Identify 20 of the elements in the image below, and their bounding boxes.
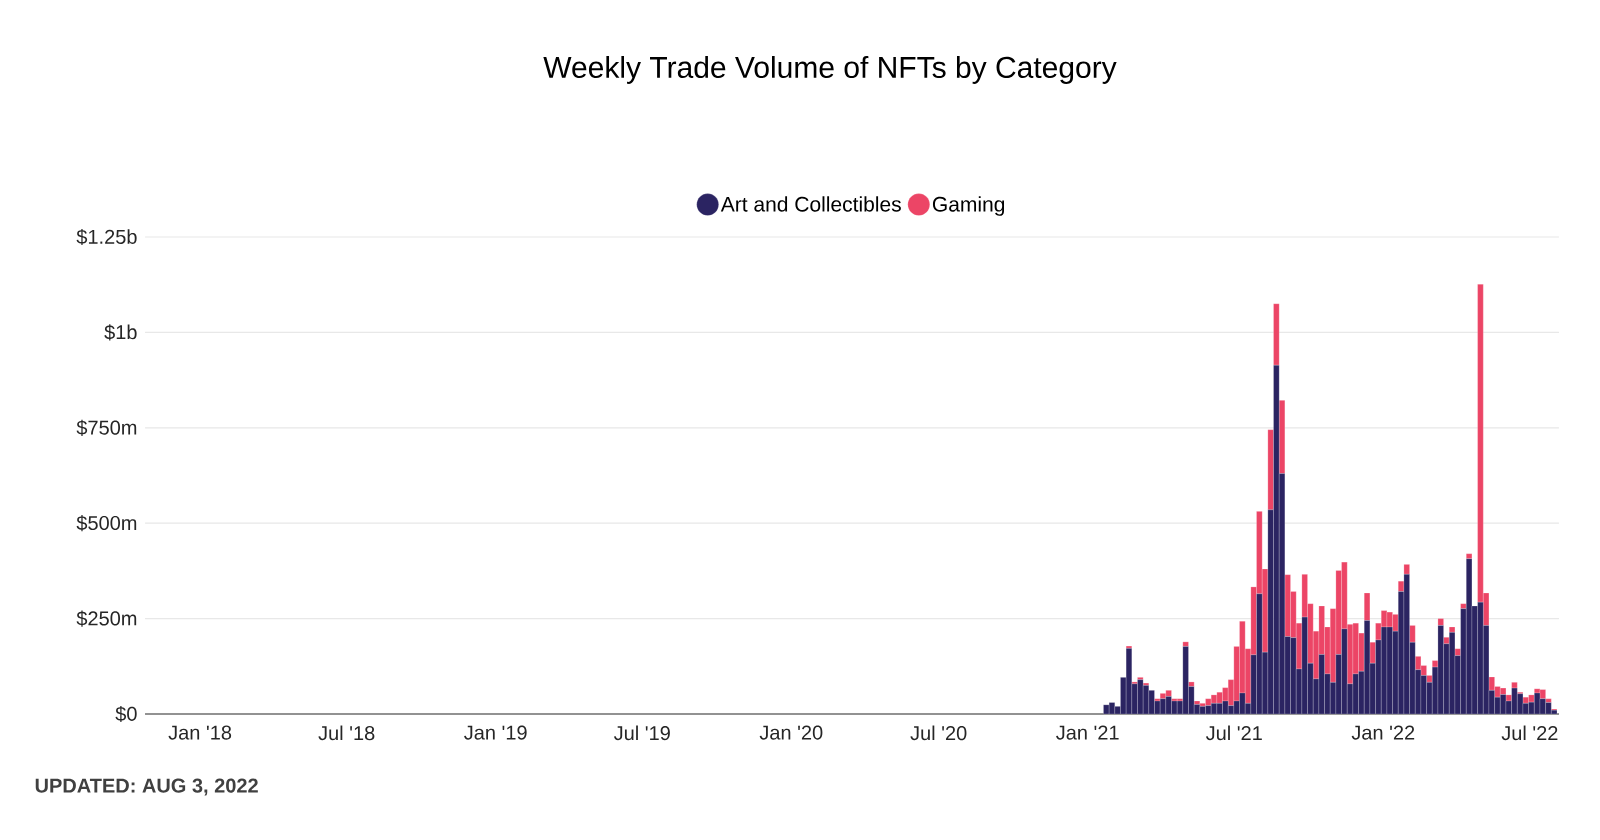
x-tick-label: Jul '18: [318, 725, 375, 741]
x-tick-label: Jul '21: [1205, 725, 1262, 741]
x-tick-label: Jul '22: [1501, 725, 1558, 741]
y-tick-label: $1b: [104, 324, 137, 341]
text: UPDATED: AUG 3, 2022: [35, 778, 258, 796]
x-tick-label: Jan '22: [1351, 725, 1415, 740]
y-tick-label: $250m: [76, 610, 137, 627]
legend-label: Art and Collectibles: [720, 196, 901, 212]
chart-title: Weekly Trade Volume of NFTs by Category: [543, 56, 1117, 84]
y-tick-label: $500m: [76, 515, 137, 532]
legend-label: Gaming: [932, 196, 1005, 216]
y-tick-label: $0: [115, 705, 137, 723]
y-tick-label: $750m: [76, 419, 137, 436]
y-tick-label: $1.25b: [76, 228, 137, 246]
x-tick-label: Jul '19: [613, 725, 670, 741]
x-tick-label: Jan '21: [1056, 725, 1119, 740]
x-tick-label: Jan '19: [464, 725, 527, 740]
x-tick-label: Jan '20: [759, 725, 823, 740]
x-tick-label: Jul '20: [910, 725, 967, 741]
x-tick-label: Jan '18: [168, 725, 232, 740]
